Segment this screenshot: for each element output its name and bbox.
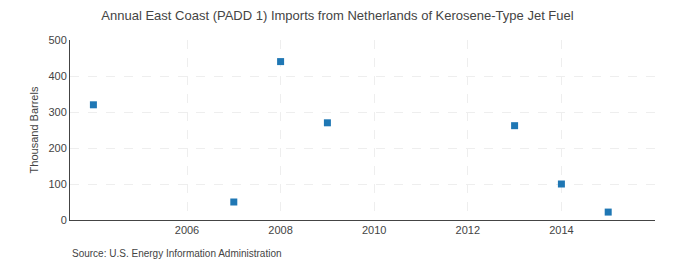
svg-text:2014: 2014 bbox=[549, 224, 573, 236]
svg-text:500: 500 bbox=[48, 34, 66, 46]
svg-text:300: 300 bbox=[48, 106, 66, 118]
svg-text:2012: 2012 bbox=[456, 224, 480, 236]
svg-text:100: 100 bbox=[48, 178, 66, 190]
svg-text:2008: 2008 bbox=[268, 224, 292, 236]
svg-text:200: 200 bbox=[48, 142, 66, 154]
svg-text:2006: 2006 bbox=[175, 224, 199, 236]
svg-text:0: 0 bbox=[61, 214, 67, 226]
svg-text:Thousand Barrels: Thousand Barrels bbox=[28, 86, 40, 173]
svg-text:2010: 2010 bbox=[362, 224, 386, 236]
svg-text:400: 400 bbox=[48, 70, 66, 82]
svg-text:Source: U.S. Energy Informatio: Source: U.S. Energy Information Administ… bbox=[72, 248, 282, 259]
svg-text:Annual East Coast (PADD 1) Imp: Annual East Coast (PADD 1) Imports from … bbox=[101, 8, 573, 23]
